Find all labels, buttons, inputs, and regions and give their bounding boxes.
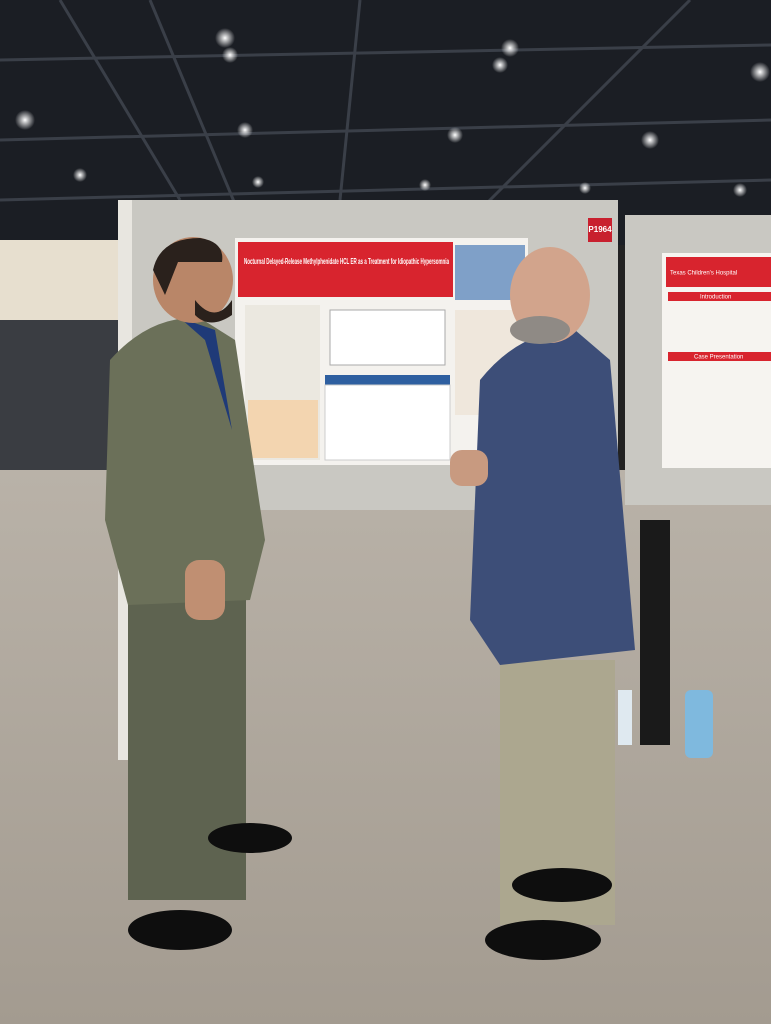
poster-header [666, 257, 771, 287]
person-left [105, 237, 292, 950]
stand-pole [640, 520, 670, 745]
poster-header [238, 242, 453, 297]
poster-title: Nocturnal Delayed-Release Methylphenidat… [244, 257, 449, 266]
board-number: P1964 [588, 225, 612, 234]
institution: Texas Children's Hospital [670, 271, 737, 277]
ceiling-trusses [0, 0, 771, 241]
poster-table [329, 309, 446, 366]
person-right [450, 247, 635, 960]
poster-table [324, 384, 451, 461]
back-wall [0, 240, 120, 320]
water-bottle [685, 690, 713, 758]
board-number-tag [588, 218, 612, 242]
poster-table-header [325, 375, 450, 385]
section-heading: Case Presentation [694, 355, 743, 361]
ceiling-lights [15, 28, 770, 197]
section-heading: Introduction [700, 295, 731, 301]
poster-box [248, 400, 318, 458]
curtain [0, 320, 120, 470]
water-bottle [618, 690, 632, 745]
section-bar [668, 352, 771, 361]
section-bar [668, 292, 771, 301]
